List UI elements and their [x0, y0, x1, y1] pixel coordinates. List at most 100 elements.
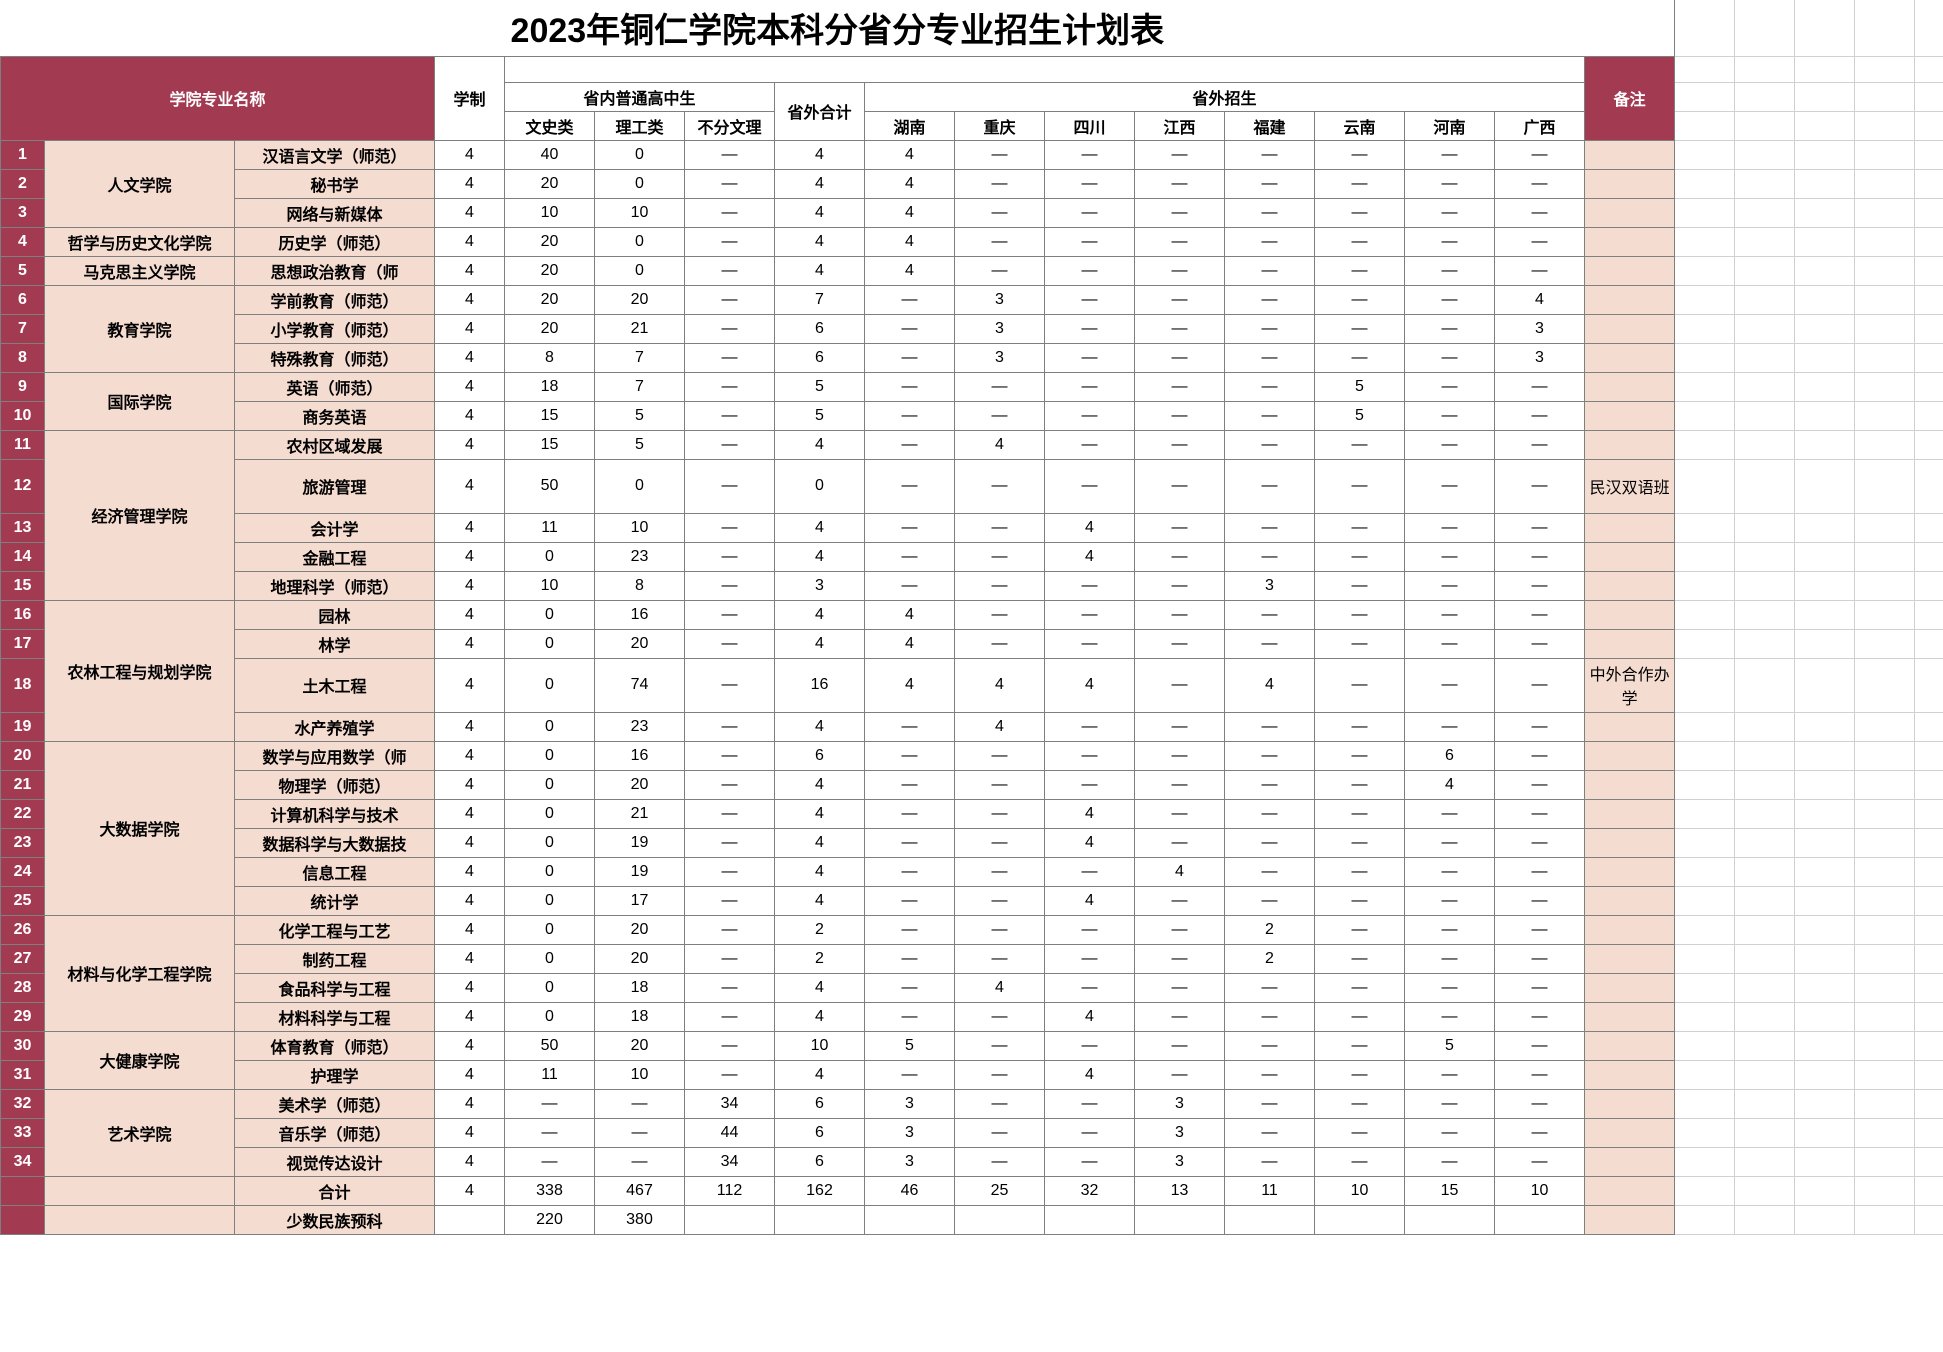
data-cell: —	[1495, 857, 1585, 886]
data-cell: —	[1135, 542, 1225, 571]
data-cell: —	[1405, 401, 1495, 430]
row-index: 8	[1, 343, 45, 372]
data-cell: —	[1045, 629, 1135, 658]
data-cell: 23	[595, 712, 685, 741]
data-cell: 4	[1045, 513, 1135, 542]
data-cell: —	[1405, 828, 1495, 857]
major-name: 计算机科学与技术	[235, 799, 435, 828]
note-cell	[1585, 256, 1675, 285]
row-index: 31	[1, 1060, 45, 1089]
data-cell: 0	[505, 828, 595, 857]
data-cell: —	[1225, 227, 1315, 256]
row-index: 30	[1, 1031, 45, 1060]
note-cell	[1585, 1147, 1675, 1176]
note-cell	[1585, 1089, 1675, 1118]
row-index: 7	[1, 314, 45, 343]
hdr-out-group: 省外招生	[865, 82, 1585, 111]
row-index: 28	[1, 973, 45, 1002]
data-cell: —	[1225, 886, 1315, 915]
major-name: 会计学	[235, 513, 435, 542]
data-cell: 4	[775, 1002, 865, 1031]
note-cell	[1585, 828, 1675, 857]
data-cell: 4	[435, 198, 505, 227]
data-cell: 4	[435, 227, 505, 256]
data-cell: 4	[1405, 770, 1495, 799]
data-cell: 4	[435, 140, 505, 169]
data-cell: 74	[595, 658, 685, 712]
data-cell: —	[1495, 1002, 1585, 1031]
data-cell: 10	[775, 1031, 865, 1060]
data-cell: 4	[1495, 285, 1585, 314]
data-cell: 4	[775, 198, 865, 227]
data-cell: 0	[505, 857, 595, 886]
data-cell: 18	[595, 973, 685, 1002]
data-cell: —	[685, 430, 775, 459]
data-cell: 3	[955, 343, 1045, 372]
data-cell: —	[865, 799, 955, 828]
data-cell: —	[1045, 314, 1135, 343]
note-cell	[1585, 1031, 1675, 1060]
row-index: 6	[1, 285, 45, 314]
table-title: 2023年铜仁学院本科分省分专业招生计划表	[1, 0, 1675, 56]
data-cell: —	[955, 1147, 1045, 1176]
data-cell: 4	[1225, 658, 1315, 712]
data-cell: —	[1315, 314, 1405, 343]
data-cell: 16	[595, 741, 685, 770]
data-cell: 6	[775, 1147, 865, 1176]
data-cell: 0	[505, 915, 595, 944]
data-cell: 10	[595, 1060, 685, 1089]
data-cell: 3	[955, 285, 1045, 314]
data-cell: 4	[955, 658, 1045, 712]
row-index: 19	[1, 712, 45, 741]
data-cell: —	[1045, 770, 1135, 799]
data-cell: —	[865, 314, 955, 343]
data-cell: —	[955, 1089, 1045, 1118]
data-cell: —	[1495, 256, 1585, 285]
data-cell: —	[1225, 600, 1315, 629]
data-cell: 5	[1405, 1031, 1495, 1060]
data-cell: 50	[505, 459, 595, 513]
data-cell: 4	[775, 600, 865, 629]
note-cell	[1585, 629, 1675, 658]
data-cell: —	[955, 140, 1045, 169]
data-cell: 4	[955, 430, 1045, 459]
data-cell: —	[955, 513, 1045, 542]
data-cell: —	[1135, 741, 1225, 770]
row-index: 18	[1, 658, 45, 712]
row-index: 33	[1, 1118, 45, 1147]
data-cell: 20	[505, 169, 595, 198]
data-cell: —	[685, 314, 775, 343]
row-index: 27	[1, 944, 45, 973]
data-cell: 16	[595, 600, 685, 629]
data-cell: 4	[435, 658, 505, 712]
data-cell: 11	[505, 1060, 595, 1089]
note-cell	[1585, 973, 1675, 1002]
data-cell: 4	[435, 1031, 505, 1060]
data-cell: 3	[1225, 571, 1315, 600]
data-cell: —	[865, 343, 955, 372]
data-cell: —	[1315, 973, 1405, 1002]
data-cell: —	[1135, 198, 1225, 227]
note-cell	[1585, 944, 1675, 973]
data-cell: —	[685, 886, 775, 915]
data-cell: —	[1045, 1147, 1135, 1176]
data-cell: —	[1135, 513, 1225, 542]
data-cell: 4	[435, 571, 505, 600]
data-cell: —	[1315, 542, 1405, 571]
note-cell	[1585, 712, 1675, 741]
data-cell: —	[1405, 198, 1495, 227]
college-name: 教育学院	[45, 285, 235, 372]
row-index: 4	[1, 227, 45, 256]
data-cell: —	[1405, 169, 1495, 198]
data-cell: —	[1495, 169, 1585, 198]
data-cell: 4	[435, 372, 505, 401]
data-cell: 4	[435, 1089, 505, 1118]
note-cell	[1585, 857, 1675, 886]
data-cell: —	[1405, 1118, 1495, 1147]
data-cell: 4	[435, 256, 505, 285]
data-cell: —	[1225, 1031, 1315, 1060]
data-cell: —	[1495, 571, 1585, 600]
note-cell	[1585, 741, 1675, 770]
data-cell: 4	[865, 658, 955, 712]
data-cell: —	[1495, 1089, 1585, 1118]
